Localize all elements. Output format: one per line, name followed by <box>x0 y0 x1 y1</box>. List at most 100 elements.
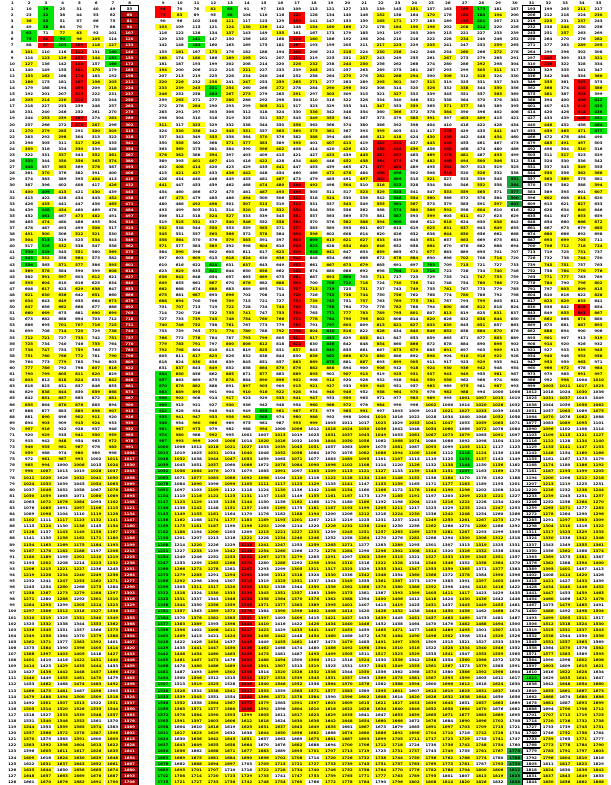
grid-cell: 1203 <box>222 529 238 535</box>
grid-cell: 1611 <box>490 675 506 681</box>
grid-cell: 544 <box>306 207 322 213</box>
grid-cell: 1169 <box>489 468 506 475</box>
grid-cell: 995 <box>440 396 456 402</box>
grid-cell: 1104 <box>154 492 171 499</box>
grid-cell: 135 <box>172 36 188 42</box>
grid-cell: 426 <box>21 201 37 207</box>
grid-cell: 1416 <box>154 638 171 645</box>
grid-cell: 1498 <box>120 681 138 688</box>
grid-cell: 96 <box>4 584 20 590</box>
grid-cell: 809 <box>573 285 590 292</box>
grid-cell: 29 <box>4 176 20 182</box>
grid-cell: 939 <box>120 419 138 427</box>
grid-cell: 1247 <box>272 541 289 548</box>
grid-cell: 1097 <box>289 469 305 475</box>
grid-cell: 815 <box>590 285 607 292</box>
grid-cell: 485 <box>540 139 557 146</box>
grid-cell: 1596 <box>21 748 37 754</box>
grid-cell: 1109 <box>205 486 222 493</box>
grid-cell: 282 <box>590 36 607 43</box>
grid-cell: 214 <box>255 61 271 67</box>
grid-cell: 350 <box>489 85 506 91</box>
grid-cell: 1423 <box>38 663 54 669</box>
grid-cell: 1610 <box>305 705 322 712</box>
grid-cell: 1361 <box>590 541 607 548</box>
grid-cell: 1015 <box>423 408 439 414</box>
grid-cell: 1589 <box>120 723 138 731</box>
grid-cell: 1306 <box>473 535 490 542</box>
grid-cell: 433 <box>540 116 556 122</box>
grid-cell: 536 <box>120 230 138 238</box>
grid-cell: 787 <box>440 298 456 304</box>
grid-cell: 1732 <box>355 754 372 761</box>
grid-cell: 1712 <box>372 742 389 749</box>
grid-cell: 777 <box>20 365 37 371</box>
grid-cell: 1253 <box>172 560 188 566</box>
grid-cell: 890 <box>473 341 489 347</box>
grid-cell: 1651 <box>238 736 255 743</box>
grid-cell: 1225 <box>120 553 138 560</box>
grid-cell: 1235 <box>456 505 473 511</box>
grid-cell: 208 <box>239 61 255 67</box>
grid-cell: 829 <box>556 298 573 304</box>
grid-cell: 1659 <box>406 711 423 718</box>
grid-cell: 1574 <box>422 669 439 676</box>
column-header: 4 <box>54 0 71 6</box>
grid-cell: 608 <box>339 231 355 237</box>
grid-cell: 1293 <box>473 529 489 535</box>
grid-cell: 545 <box>154 231 171 237</box>
grid-cell: 1271 <box>104 578 121 584</box>
grid-cell: 468 <box>239 182 255 188</box>
grid-cell: 1632 <box>222 730 238 736</box>
grid-cell: 257 <box>339 67 355 73</box>
grid-cell: 434 <box>506 121 523 128</box>
grid-cell: 187 <box>172 61 188 67</box>
grid-cell: 252 <box>506 36 523 43</box>
grid-cell: 1379 <box>423 578 439 584</box>
grid-cell: 1286 <box>272 559 289 566</box>
grid-cell: 1712 <box>590 705 607 712</box>
grid-cell: 318 <box>38 146 54 152</box>
grid-cell: 540 <box>440 182 456 188</box>
grid-cell: 1448 <box>506 596 523 603</box>
grid-cell: 1306 <box>37 608 54 615</box>
grid-cell: 518 <box>306 195 322 201</box>
grid-cell: 1325 <box>54 615 70 621</box>
grid-cell: 277 <box>322 79 338 85</box>
grid-cell: 1701 <box>522 711 540 719</box>
grid-cell: 1460 <box>322 632 339 639</box>
grid-cell: 1485 <box>573 602 590 609</box>
grid-cell: 886 <box>389 353 405 359</box>
grid-cell: 519 <box>272 201 288 207</box>
grid-cell: 1381 <box>356 590 372 596</box>
grid-cell: 123 <box>255 18 271 24</box>
grid-cell: 630 <box>37 292 54 298</box>
grid-cell: 769 <box>389 298 406 304</box>
grid-cell: 360 <box>373 109 389 115</box>
grid-cell: 279 <box>37 127 54 134</box>
grid-cell: 1537 <box>573 626 590 633</box>
grid-cell: 1332 <box>473 547 490 554</box>
grid-cell: 390 <box>456 109 472 115</box>
grid-cell: 32 <box>4 195 20 201</box>
grid-cell: 1500 <box>71 693 88 700</box>
grid-cell: 1593 <box>221 711 238 718</box>
grid-cell: 1200 <box>205 529 222 536</box>
grid-cell: 772 <box>172 335 188 341</box>
grid-cell: 360 <box>590 72 607 79</box>
grid-cell: 1638 <box>456 693 473 700</box>
grid-cell: 592 <box>439 206 456 213</box>
grid-cell: 1677 <box>456 711 473 718</box>
grid-cell: 122 <box>172 30 188 36</box>
grid-cell: 1480 <box>522 608 540 615</box>
grid-cell: 1514 <box>37 705 54 712</box>
grid-cell: 908 <box>522 340 540 347</box>
grid-cell: 1403 <box>154 632 171 639</box>
grid-cell: 636 <box>489 219 506 225</box>
grid-cell: 959 <box>557 359 573 365</box>
grid-cell: 1605 <box>473 675 489 681</box>
grid-cell: 473 <box>506 139 523 146</box>
grid-cell: 166 <box>339 24 356 31</box>
column-header: 20 <box>339 0 356 6</box>
grid-cell: 548 <box>389 194 406 201</box>
